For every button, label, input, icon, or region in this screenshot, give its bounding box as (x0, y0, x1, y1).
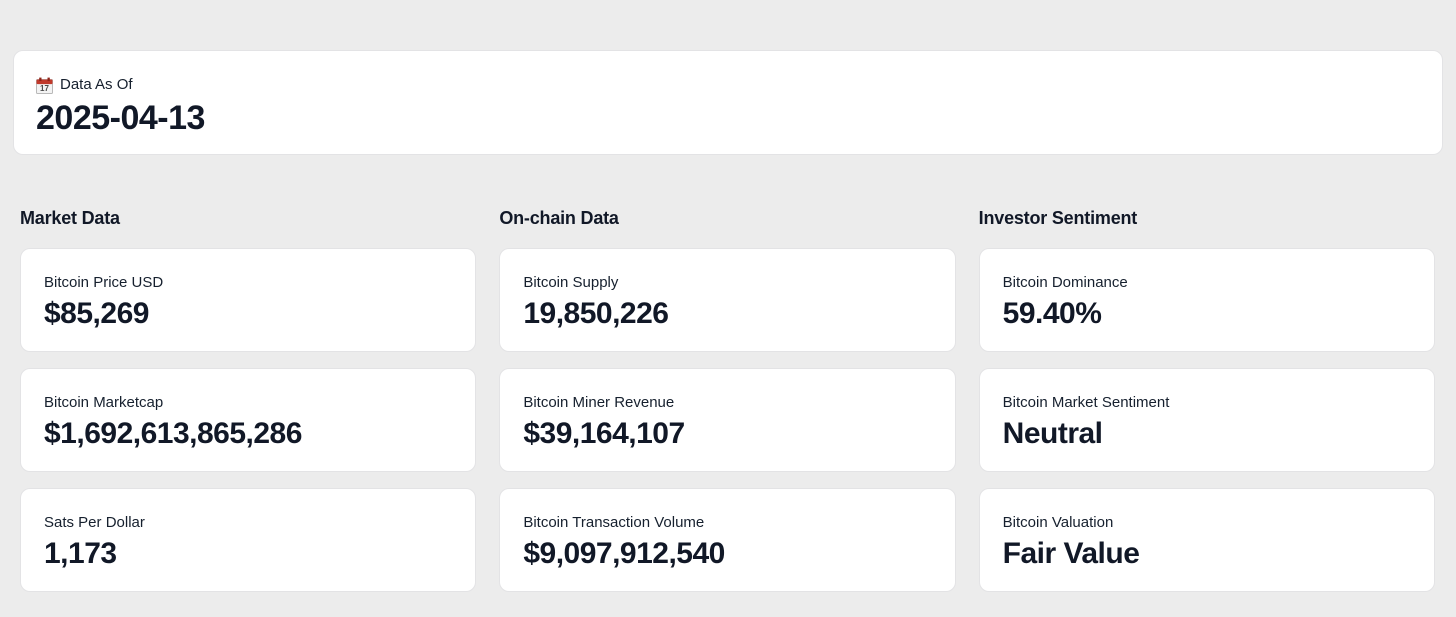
metric-value: $1,692,613,865,286 (44, 417, 302, 450)
calendar-icon: 17 (36, 77, 53, 94)
metric-card-bitcoin-price-usd: Bitcoin Price USD $85,269 (20, 248, 477, 352)
data-as-of-value: 2025-04-13 (36, 99, 205, 137)
metric-label: Bitcoin Dominance (1002, 274, 1128, 291)
metric-value: 59.40% (1002, 297, 1102, 330)
metric-value: 19,850,226 (523, 297, 669, 330)
metric-card-bitcoin-dominance: Bitcoin Dominance 59.40% (978, 248, 1435, 352)
data-as-of-card: 17 Data As Of 2025-04-13 (13, 50, 1443, 155)
metric-label: Sats Per Dollar (44, 514, 145, 531)
section-title-onchain-data: On-chain Data (499, 208, 619, 228)
metric-value: $9,097,912,540 (523, 537, 725, 570)
data-as-of-label-row: 17 Data As Of (36, 75, 1420, 95)
section-title-investor-sentiment: Investor Sentiment (978, 208, 1138, 228)
metric-card-bitcoin-market-sentiment: Bitcoin Market Sentiment Neutral (978, 368, 1435, 472)
metric-value: Neutral (1002, 417, 1103, 450)
metric-value: Fair Value (1002, 537, 1140, 570)
metric-label: Bitcoin Price USD (44, 274, 164, 291)
metric-card-bitcoin-valuation: Bitcoin Valuation Fair Value (978, 488, 1435, 592)
metric-label: Bitcoin Market Sentiment (1002, 394, 1170, 411)
metric-label: Bitcoin Valuation (1002, 514, 1114, 531)
svg-text:17: 17 (40, 84, 49, 93)
metric-label: Bitcoin Marketcap (44, 394, 164, 411)
metric-label: Bitcoin Miner Revenue (523, 394, 675, 411)
data-as-of-label: Data As Of (60, 76, 133, 93)
metric-cards-grid: Bitcoin Price USD $85,269 Bitcoin Supply… (20, 248, 1435, 592)
section-title-market-data: Market Data (20, 208, 120, 228)
metric-card-bitcoin-transaction-volume: Bitcoin Transaction Volume $9,097,912,54… (499, 488, 956, 592)
metric-card-bitcoin-supply: Bitcoin Supply 19,850,226 (499, 248, 956, 352)
metric-label: Bitcoin Transaction Volume (523, 514, 705, 531)
metric-card-bitcoin-marketcap: Bitcoin Marketcap $1,692,613,865,286 (20, 368, 477, 472)
metric-value: $39,164,107 (523, 417, 685, 450)
metric-card-bitcoin-miner-revenue: Bitcoin Miner Revenue $39,164,107 (499, 368, 956, 472)
metric-label: Bitcoin Supply (523, 274, 619, 291)
section-headings-row: Market Data On-chain Data Investor Senti… (20, 207, 1435, 229)
metric-value: $85,269 (44, 297, 149, 330)
metric-card-sats-per-dollar: Sats Per Dollar 1,173 (20, 488, 477, 592)
metric-value: 1,173 (44, 537, 117, 570)
